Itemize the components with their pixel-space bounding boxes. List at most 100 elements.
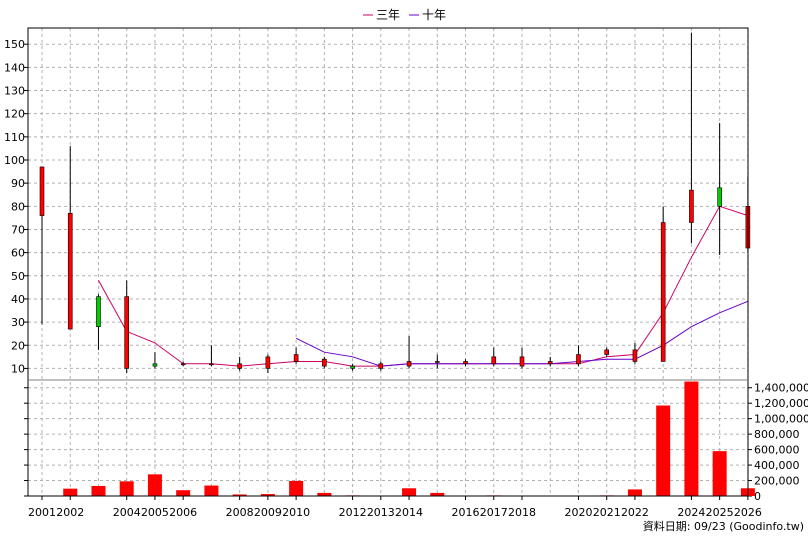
candle-body — [576, 354, 581, 365]
candlestick — [39, 166, 45, 325]
volume-bar — [176, 490, 191, 496]
x-tick-label: 2022 — [621, 506, 649, 519]
volume-bar — [656, 405, 671, 496]
candle-body — [96, 296, 101, 328]
candlestick — [519, 347, 525, 369]
candle-body — [717, 187, 722, 207]
volume-bar — [91, 485, 106, 496]
candle-body — [519, 356, 525, 367]
volume-tick-label: 0 — [754, 490, 761, 503]
price-tick-label: 10 — [11, 362, 25, 375]
legend: 三年 十年 — [363, 8, 446, 22]
volume-bar — [712, 451, 727, 496]
volume-tick-label: 600,000 — [754, 444, 800, 457]
candle-body — [124, 296, 130, 369]
volume-tick-label: 800,000 — [754, 428, 800, 441]
candlestick — [604, 347, 610, 357]
price-tick-label: 140 — [4, 61, 25, 74]
x-tick-label: 2004 — [113, 506, 141, 519]
price-tick-label: 100 — [4, 154, 25, 167]
candlestick — [67, 146, 73, 330]
legend-label-ma3: 三年 — [376, 8, 400, 22]
price-tick-label: 30 — [11, 316, 25, 329]
price-tick-label: 50 — [11, 270, 25, 283]
candle-body — [265, 356, 271, 369]
volume-bar — [627, 489, 642, 496]
volume-tick-label: 400,000 — [754, 459, 800, 472]
price-tick-label: 40 — [11, 293, 25, 306]
x-tick-label: 2012 — [339, 506, 367, 519]
candlestick — [152, 352, 158, 369]
x-tick-label: 2016 — [452, 506, 480, 519]
x-tick-label: 2024 — [677, 506, 705, 519]
candlestick — [265, 354, 271, 374]
candlestick — [491, 347, 497, 367]
candlestick — [350, 363, 355, 371]
volume-tick-label: 200,000 — [754, 475, 800, 488]
plot-frame — [27, 27, 749, 497]
volume-tick-label: 1,400,000 — [754, 382, 808, 395]
candlestick — [124, 280, 130, 374]
x-tick-label: 2009 — [254, 506, 282, 519]
volume-bar — [119, 481, 134, 496]
candle-body — [463, 361, 468, 365]
price-tick-label: 150 — [4, 38, 25, 51]
candlestick — [717, 122, 722, 255]
volume-bar — [684, 381, 699, 496]
price-tick-label: 70 — [11, 223, 25, 236]
candlestick — [209, 345, 214, 367]
candlestick — [293, 347, 299, 364]
candle-body — [491, 356, 497, 365]
price-tick-label: 80 — [11, 200, 25, 213]
candlestick — [96, 294, 101, 350]
candle-body — [293, 354, 299, 362]
volume-bar — [63, 488, 78, 496]
candlestick — [689, 32, 694, 244]
x-tick-label: 2010 — [282, 506, 310, 519]
candlestick — [434, 354, 440, 369]
candlesticks — [39, 32, 751, 374]
volume-bar — [147, 474, 162, 496]
legend-label-ma10: 十年 — [422, 8, 446, 22]
candle-body — [152, 363, 158, 367]
candle-body — [209, 363, 214, 366]
x-tick-label: 2014 — [395, 506, 423, 519]
x-tick-label: 2020 — [564, 506, 592, 519]
price-tick-label: 20 — [11, 339, 25, 352]
x-tick-label: 2021 — [593, 506, 621, 519]
candlestick — [237, 356, 242, 371]
candlestick — [180, 361, 186, 367]
price-tick-label: 110 — [4, 131, 25, 144]
volume-bar — [430, 492, 445, 496]
candlestick — [632, 342, 638, 364]
volume-bars — [63, 381, 755, 497]
candle-body — [237, 363, 242, 369]
candle-body — [350, 365, 355, 369]
candle-body — [67, 212, 73, 330]
x-tick-label: 2013 — [367, 506, 395, 519]
candlestick — [660, 206, 666, 362]
x-tick-label: 2006 — [169, 506, 197, 519]
volume-tick-label: 1,200,000 — [754, 397, 808, 410]
x-tick-label: 2025 — [706, 506, 734, 519]
volume-bar — [289, 480, 304, 496]
x-tick-label: 2017 — [480, 506, 508, 519]
candle-body — [434, 361, 440, 363]
data-date-footer: 資料日期: 09/23 (Goodinfo.tw) — [643, 519, 804, 533]
candlestick — [463, 359, 468, 367]
price-tick-label: 130 — [4, 85, 25, 98]
candlestick — [576, 345, 581, 367]
candle-body — [406, 361, 412, 367]
x-tick-label: 2005 — [141, 506, 169, 519]
volume-bar — [317, 492, 332, 496]
x-tick-label: 2002 — [56, 506, 84, 519]
volume-bar — [260, 494, 275, 496]
candle-body — [660, 222, 666, 362]
volume-bar — [232, 494, 247, 496]
candle-body — [604, 349, 610, 355]
price-y-axis: 10 20 30 40 50 60 70 80 90 100 110 120 130 140 150 — [4, 38, 28, 375]
candlestick — [322, 356, 327, 369]
candlestick — [378, 361, 384, 371]
